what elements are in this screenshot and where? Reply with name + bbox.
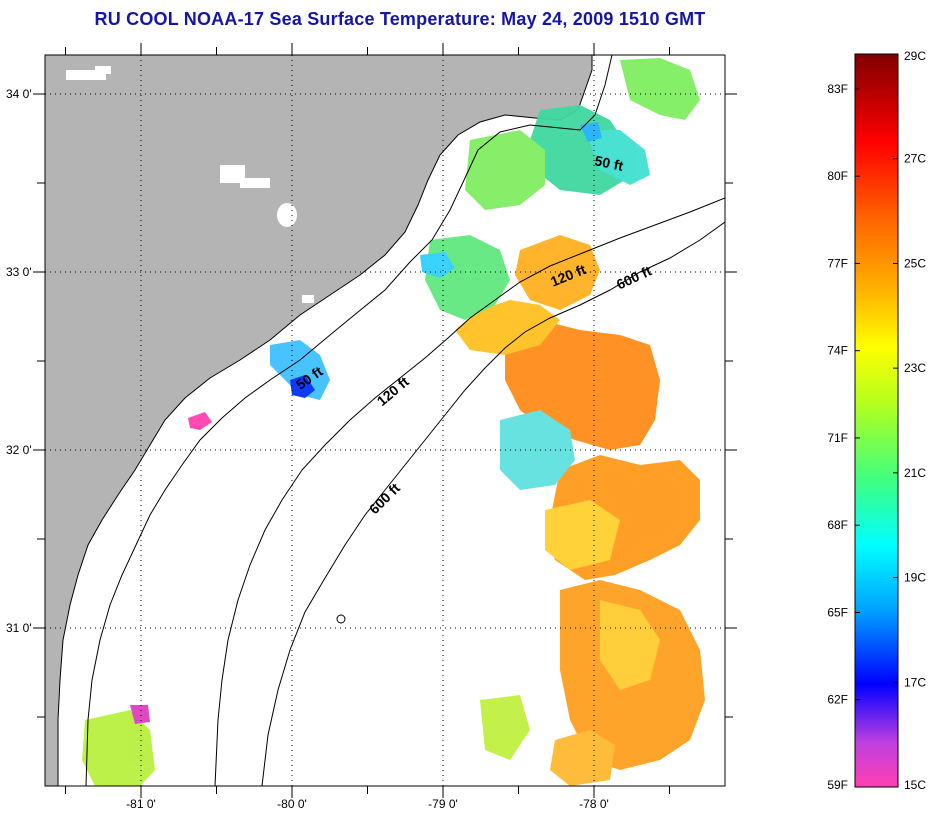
colorbar-celsius-label: 21C — [904, 466, 926, 480]
isobath-120ft — [214, 197, 725, 786]
colorbar-fahrenheit-label: 74F — [827, 344, 848, 358]
colorbar-celsius-label: 15C — [904, 778, 926, 792]
colorbar-celsius-label: 25C — [904, 256, 926, 270]
colorbar-fahrenheit-label: 83F — [827, 82, 848, 96]
colorbar-celsius-label: 23C — [904, 361, 926, 375]
lat-label: 32 0' — [6, 443, 32, 457]
colorbar-fahrenheit-label: 77F — [827, 256, 848, 270]
lat-label: 33 0' — [6, 265, 32, 279]
colorbar-fahrenheit-label: 80F — [827, 169, 848, 183]
colorbar-fahrenheit-label: 71F — [827, 431, 848, 445]
map-frame — [44, 54, 726, 787]
graticule — [45, 55, 725, 786]
colorbar-celsius-label: 27C — [904, 152, 926, 166]
colorbar-fahrenheit-label: 65F — [827, 605, 848, 619]
colorbar — [854, 53, 899, 788]
lat-label: 31 0' — [6, 621, 32, 635]
isobath-50ft — [85, 55, 613, 786]
sst-patches — [82, 58, 705, 786]
contour-label: 50 ft — [593, 152, 625, 174]
colorbar-fahrenheit-label: 59F — [827, 778, 848, 792]
colorbar-celsius-label: 19C — [904, 571, 926, 585]
lon-label: -79 0' — [428, 797, 458, 811]
colorbar-fahrenheit-label: 62F — [827, 693, 848, 707]
lon-label: -81 0' — [126, 797, 156, 811]
isobath-600ft — [261, 221, 725, 786]
lon-label: -78 0' — [579, 797, 609, 811]
colorbar-celsius-label: 17C — [904, 675, 926, 689]
lon-label: -80 0' — [277, 797, 307, 811]
map-title: RU COOL NOAA-17 Sea Surface Temperature:… — [94, 9, 706, 29]
colorbar-celsius-label: 29C — [904, 49, 926, 63]
lat-label: 34 0' — [6, 87, 32, 101]
colorbar-fahrenheit-label: 68F — [827, 518, 848, 532]
